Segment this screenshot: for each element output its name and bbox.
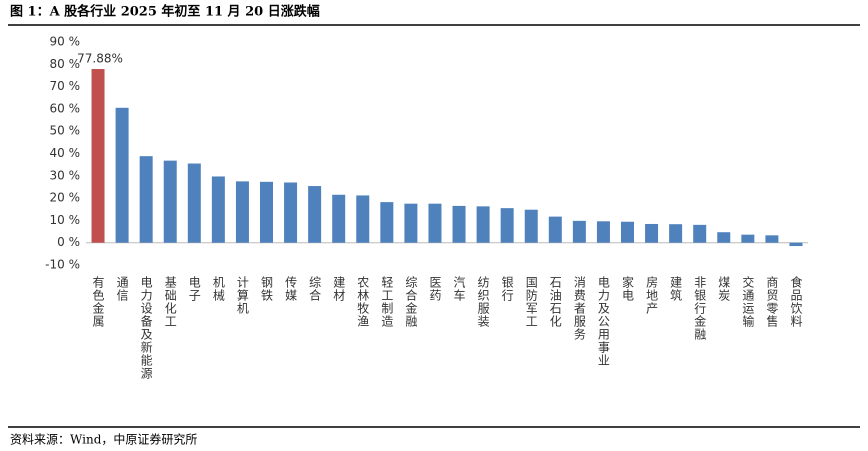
x-tick-label: 建筑 [669, 276, 683, 302]
y-tick-label: 80 % [50, 57, 81, 71]
bar [404, 203, 418, 243]
bar [356, 195, 370, 243]
bar [789, 242, 803, 247]
x-tick-label: 基础化工 [163, 276, 177, 328]
bar [500, 208, 514, 243]
x-tick-label: 医药 [428, 276, 442, 302]
bar [187, 163, 201, 243]
x-tick-label: 传媒 [284, 275, 298, 302]
y-tick-label: 50 % [50, 124, 81, 138]
bar [115, 107, 129, 243]
bar [572, 220, 586, 243]
x-tick-label: 国防军工 [524, 276, 538, 328]
x-tick-label: 食品饮料 [789, 275, 803, 328]
chart-title: 图 1：A 股各行业 2025 年初至 11 月 20 日涨跌幅 [10, 4, 320, 20]
x-tick-label: 石油石化 [548, 276, 562, 328]
x-tick-label: 综合 [308, 276, 322, 302]
bar [548, 216, 562, 243]
bar [163, 160, 177, 243]
x-tick-label: 商贸零售 [765, 275, 779, 328]
bar [741, 234, 755, 243]
x-tick-label: 汽车 [452, 275, 466, 302]
bar [693, 224, 707, 243]
bar [717, 232, 731, 243]
y-tick-label: 0 % [57, 235, 80, 249]
x-tick-label: 计算机 [235, 276, 249, 315]
y-tick-label: -10 % [45, 258, 80, 272]
bar [669, 224, 683, 243]
x-tick-label: 交通运输 [741, 275, 755, 328]
bar [596, 221, 610, 243]
y-tick-label: 10 % [50, 213, 81, 227]
x-tick-label: 通信 [115, 276, 129, 302]
bar [284, 182, 298, 243]
y-tick-label: 60 % [50, 101, 81, 115]
bar [139, 156, 153, 243]
x-tick-label: 钢铁 [260, 276, 274, 302]
data-label: 77.88% [77, 52, 123, 66]
bar [452, 205, 466, 243]
bar [260, 181, 273, 243]
bar [380, 202, 394, 243]
bar [765, 235, 779, 243]
y-tick-label: 90 % [50, 35, 81, 49]
bar [621, 221, 634, 243]
y-tick-label: 40 % [50, 146, 81, 160]
x-tick-label: 银行 [500, 276, 514, 302]
bar [308, 186, 322, 243]
y-tick-label: 30 % [50, 168, 81, 182]
bar [645, 223, 659, 243]
x-tick-label: 非银行金融 [693, 276, 707, 341]
x-tick-label: 有色金属 [91, 276, 105, 328]
bar [235, 181, 249, 243]
y-tick-label: 20 % [50, 191, 81, 205]
bar [476, 206, 490, 243]
x-tick-label: 家电 [621, 275, 635, 302]
x-tick-label: 电力设备及新能源 [139, 276, 153, 380]
bar [524, 209, 538, 243]
x-tick-label: 煤炭 [717, 276, 731, 302]
bar [332, 194, 346, 243]
x-tick-label: 电子 [187, 276, 201, 302]
bar [91, 69, 105, 243]
source-note: 资料来源：Wind，中原证券研究所 [10, 432, 197, 447]
bar [211, 176, 225, 243]
x-tick-label: 农林牧渔 [356, 276, 370, 328]
x-tick-label: 轻工制造 [380, 276, 394, 328]
x-tick-label: 综合金融 [404, 276, 418, 328]
y-tick-label: 70 % [50, 79, 81, 93]
x-tick-label: 房地产 [645, 275, 659, 315]
x-tick-label: 机械 [211, 276, 225, 302]
x-tick-label: 消费者服务 [572, 276, 586, 341]
x-tick-label: 电力及公用事业 [596, 276, 610, 367]
x-tick-label: 建材 [332, 276, 346, 302]
x-tick-label: 纺织服装 [476, 276, 490, 328]
bar [428, 203, 442, 243]
